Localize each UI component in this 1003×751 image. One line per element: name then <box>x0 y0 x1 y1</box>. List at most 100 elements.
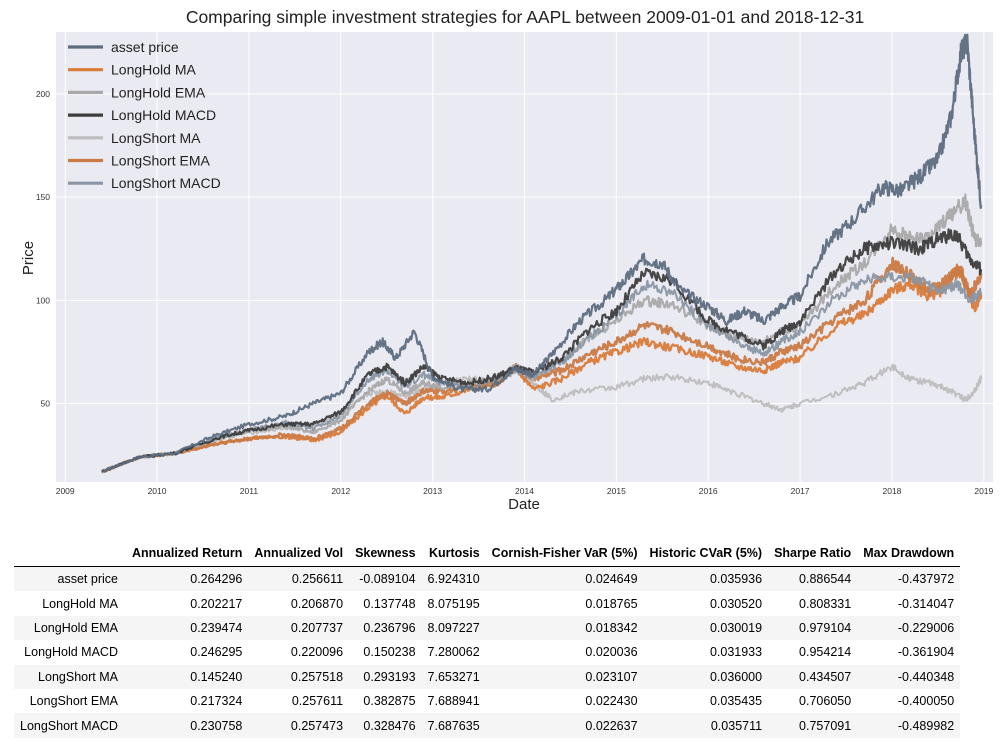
table-cell: -0.437972 <box>857 567 960 592</box>
table-cell: -0.440348 <box>857 665 960 689</box>
table-cell: 0.217324 <box>126 689 248 713</box>
col-kurtosis: Kurtosis <box>422 543 486 567</box>
x-tick-label: 2012 <box>331 486 350 496</box>
x-tick-label: 2016 <box>699 486 718 496</box>
table-cell: 7.653271 <box>422 665 486 689</box>
legend-label: asset price <box>111 39 179 55</box>
table-cell: 0.257473 <box>248 713 349 737</box>
legend-label: LongShort EMA <box>111 153 210 169</box>
table-cell: 0.886544 <box>768 567 857 592</box>
y-axis-label: Price <box>20 241 37 275</box>
table-cell: 0.206870 <box>248 591 349 615</box>
x-tick-labels: 2009 2010 2011 2012 2013 2014 2015 2016 2017 2018… <box>56 486 994 496</box>
table-cell: 0.236796 <box>349 616 421 640</box>
table-cell: -0.400050 <box>857 689 960 713</box>
y-tick-labels: 50 100 150 200 <box>36 89 50 409</box>
y-tick-label: 50 <box>41 399 51 409</box>
table-row: LongHold MACD 0.246295 0.220096 0.150238 7.2… <box>14 640 960 664</box>
col-skewness: Skewness <box>349 543 421 567</box>
table-cell: 0.036000 <box>644 665 769 689</box>
x-tick-label: 2014 <box>515 486 534 496</box>
table-cell: 8.075195 <box>422 591 486 615</box>
table-cell: 7.280062 <box>422 640 486 664</box>
x-tick-label: 2013 <box>423 486 442 496</box>
x-tick-label: 2011 <box>240 486 259 496</box>
table-cell: 0.022637 <box>486 713 644 737</box>
table-cell: 0.024649 <box>486 567 644 592</box>
x-tick-label: 2019 <box>974 486 993 496</box>
col-cornish-fisher-var: Cornish-Fisher VaR (5%) <box>486 543 644 567</box>
table-cell: 0.202217 <box>126 591 248 615</box>
table-cell: 0.808331 <box>768 591 857 615</box>
table-cell: 0.030520 <box>644 591 769 615</box>
table-cell: 0.020036 <box>486 640 644 664</box>
table-cell: -0.314047 <box>857 591 960 615</box>
table-cell: -0.229006 <box>857 616 960 640</box>
legend-label: LongShort MACD <box>111 175 221 191</box>
table-cell: 0.979104 <box>768 616 857 640</box>
table-cell: 0.035711 <box>644 713 769 737</box>
x-tick-label: 2015 <box>607 486 626 496</box>
table-row: asset price 0.264296 0.256611 -0.089104 6.92… <box>14 567 960 592</box>
row-label: LongHold MA <box>14 591 126 615</box>
x-axis-label: Date <box>508 496 540 513</box>
y-tick-label: 150 <box>36 192 50 202</box>
table-cell: 0.706050 <box>768 689 857 713</box>
strategy-chart: Comparing simple investment strategies f… <box>0 0 1003 520</box>
metrics-table: Annualized Return Annualized Vol Skewnes… <box>14 543 960 738</box>
table-cell: 0.030019 <box>644 616 769 640</box>
col-annualized-vol: Annualized Vol <box>248 543 349 567</box>
table-cell: 0.954214 <box>768 640 857 664</box>
table-cell: 0.150238 <box>349 640 421 664</box>
table-cell: 0.023107 <box>486 665 644 689</box>
row-label: LongHold MACD <box>14 640 126 664</box>
row-label: LongShort MA <box>14 665 126 689</box>
legend-label: LongHold MACD <box>111 107 216 123</box>
x-tick-label: 2009 <box>56 486 75 496</box>
row-label: LongShort MACD <box>14 713 126 737</box>
table-cell: 0.434507 <box>768 665 857 689</box>
table-cell: 0.293193 <box>349 665 421 689</box>
table-row: LongHold MA 0.202217 0.206870 0.137748 8.075… <box>14 591 960 615</box>
table-cell: 0.137748 <box>349 591 421 615</box>
row-label: asset price <box>14 567 126 592</box>
header-row: Annualized Return Annualized Vol Skewnes… <box>14 543 960 567</box>
row-label: LongShort EMA <box>14 689 126 713</box>
chart-title: Comparing simple investment strategies f… <box>186 7 864 27</box>
metrics-table-body: asset price 0.264296 0.256611 -0.089104 6.92… <box>14 567 960 738</box>
x-tick-label: 2010 <box>148 486 167 496</box>
table-cell: 0.145240 <box>126 665 248 689</box>
table-cell: -0.489982 <box>857 713 960 737</box>
row-label: LongHold EMA <box>14 616 126 640</box>
corner-cell <box>14 543 126 567</box>
table-row: LongHold EMA 0.239474 0.207737 0.236796 8.09… <box>14 616 960 640</box>
table-cell: 0.230758 <box>126 713 248 737</box>
col-sharpe-ratio: Sharpe Ratio <box>768 543 857 567</box>
table-cell: 0.220096 <box>248 640 349 664</box>
metrics-table-header: Annualized Return Annualized Vol Skewnes… <box>14 543 960 567</box>
table-cell: 0.257518 <box>248 665 349 689</box>
table-row: LongShort EMA 0.217324 0.257611 0.382875 7.6… <box>14 689 960 713</box>
x-tick-label: 2017 <box>791 486 810 496</box>
table-cell: 6.924310 <box>422 567 486 592</box>
col-annualized-return: Annualized Return <box>126 543 248 567</box>
table-cell: 7.688941 <box>422 689 486 713</box>
table-cell: 0.035435 <box>644 689 769 713</box>
table-row: LongShort MACD 0.230758 0.257473 0.328476 7.… <box>14 713 960 737</box>
table-cell: 0.022430 <box>486 689 644 713</box>
x-tick-label: 2018 <box>882 486 901 496</box>
y-tick-label: 200 <box>36 89 50 99</box>
table-cell: 0.257611 <box>248 689 349 713</box>
table-cell: 0.328476 <box>349 713 421 737</box>
table-cell: 0.018342 <box>486 616 644 640</box>
table-cell: 0.018765 <box>486 591 644 615</box>
table-cell: -0.089104 <box>349 567 421 592</box>
table-cell: 0.035936 <box>644 567 769 592</box>
table-row: LongShort MA 0.145240 0.257518 0.293193 7.65… <box>14 665 960 689</box>
table-cell: 7.687635 <box>422 713 486 737</box>
table-cell: 0.207737 <box>248 616 349 640</box>
table-cell: 0.256611 <box>248 567 349 592</box>
col-max-drawdown: Max Drawdown <box>857 543 960 567</box>
col-historic-cvar: Historic CVaR (5%) <box>644 543 769 567</box>
table-cell: 0.246295 <box>126 640 248 664</box>
